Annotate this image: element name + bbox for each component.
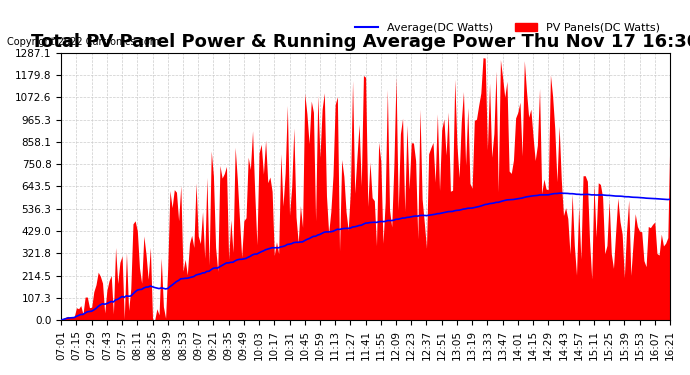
Text: Copyright 2022 Cartronics.com: Copyright 2022 Cartronics.com [7,37,159,47]
Title: Total PV Panel Power & Running Average Power Thu Nov 17 16:30: Total PV Panel Power & Running Average P… [32,33,690,51]
Legend: Average(DC Watts), PV Panels(DC Watts): Average(DC Watts), PV Panels(DC Watts) [351,18,664,37]
